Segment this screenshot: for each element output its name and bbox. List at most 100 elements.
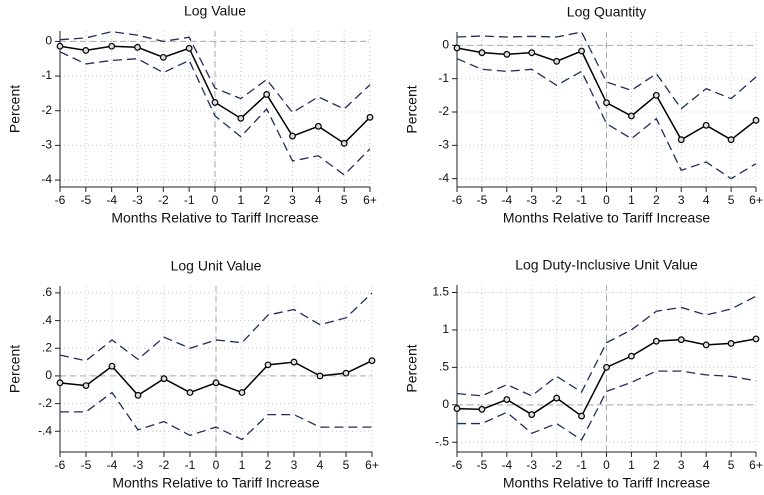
panel: -4 -3 -2 -1 0 -6 -5 -4 -3 -2 -1 0 1 2 3 4 5 6+ Log Quantit… bbox=[404, 4, 763, 226]
confidence-line bbox=[59, 292, 373, 362]
point bbox=[652, 337, 660, 345]
x-tick-label: 2 bbox=[265, 458, 272, 472]
title: Log Duty-Inclusive Unit Value bbox=[515, 257, 698, 273]
y-tick-label: 1 bbox=[442, 322, 449, 336]
axis-label: Months Relative to Tariff Increase bbox=[503, 210, 710, 226]
point bbox=[82, 47, 90, 54]
x-tick-label: 1 bbox=[239, 458, 246, 472]
y-tick-label: -4 bbox=[438, 171, 449, 185]
confidence-line bbox=[456, 58, 757, 180]
y-tick-label: -.4 bbox=[38, 423, 52, 437]
x-tick-label: 4 bbox=[317, 458, 324, 472]
point bbox=[578, 47, 585, 55]
x-tick-label: -2 bbox=[551, 193, 562, 207]
x-tick-label: -5 bbox=[477, 193, 488, 207]
x-tick-label: 0 bbox=[603, 193, 610, 207]
point bbox=[56, 379, 64, 387]
y-tick-label: .6 bbox=[42, 285, 52, 299]
x-tick-label: 2 bbox=[653, 458, 660, 472]
x-tick-label: -2 bbox=[158, 193, 169, 207]
title: Log Quantity bbox=[567, 4, 646, 20]
x-tick-label: 0 bbox=[212, 193, 219, 207]
x-tick-label: -3 bbox=[133, 458, 144, 472]
confidence-line bbox=[456, 295, 757, 397]
x-tick-label: 6+ bbox=[749, 193, 763, 207]
x-tick-label: 5 bbox=[341, 193, 348, 207]
point bbox=[211, 99, 219, 106]
x-tick-label: -1 bbox=[184, 193, 195, 207]
x-tick-label: -6 bbox=[55, 458, 66, 472]
x-tick-label: 1 bbox=[628, 193, 635, 207]
point bbox=[727, 340, 735, 347]
point bbox=[578, 412, 585, 420]
point bbox=[238, 389, 246, 396]
point bbox=[185, 44, 193, 52]
point bbox=[752, 335, 760, 343]
x-tick-label: -4 bbox=[501, 193, 512, 207]
y-tick-label: 1.5 bbox=[432, 285, 449, 299]
point bbox=[342, 369, 350, 377]
point bbox=[702, 341, 710, 349]
point bbox=[290, 358, 298, 366]
point bbox=[553, 394, 561, 402]
x-tick-label: -6 bbox=[452, 193, 463, 207]
x-tick-label: 5 bbox=[343, 458, 350, 472]
axis-label: Months Relative to Tariff Increase bbox=[112, 475, 319, 491]
point bbox=[186, 389, 194, 396]
x-tick-label: 6+ bbox=[365, 458, 379, 472]
axis-label: Percent bbox=[7, 345, 23, 393]
x-tick-label: -3 bbox=[526, 458, 537, 472]
x-tick-label: -3 bbox=[132, 193, 143, 207]
y-tick-label: 0 bbox=[442, 397, 449, 411]
axis-label: Months Relative to Tariff Increase bbox=[111, 210, 318, 226]
point bbox=[366, 113, 374, 121]
point bbox=[528, 411, 536, 418]
x-tick-label: -4 bbox=[107, 458, 118, 472]
x-tick-label: -1 bbox=[185, 458, 196, 472]
point bbox=[503, 50, 511, 58]
point bbox=[628, 112, 635, 120]
y-tick-label: -2 bbox=[41, 103, 52, 117]
title: Log Unit Value bbox=[171, 258, 262, 274]
axis-label: Percent bbox=[404, 85, 420, 133]
point bbox=[134, 43, 141, 51]
axis-label: Percent bbox=[7, 85, 23, 133]
confidence-line bbox=[456, 31, 757, 110]
y-tick-label: -1 bbox=[41, 68, 52, 82]
x-tick-label: 2 bbox=[263, 193, 270, 207]
point bbox=[314, 122, 322, 130]
point bbox=[528, 49, 536, 57]
x-tick-label: 0 bbox=[603, 458, 610, 472]
y-tick-label: .4 bbox=[42, 313, 52, 327]
x-tick-label: 1 bbox=[237, 193, 244, 207]
point bbox=[478, 49, 486, 57]
x-tick-label: -1 bbox=[576, 458, 587, 472]
point bbox=[677, 136, 685, 144]
point bbox=[212, 379, 220, 387]
x-tick-label: 5 bbox=[728, 458, 735, 472]
y-tick-label: -.2 bbox=[38, 396, 52, 410]
x-tick-label: 3 bbox=[289, 193, 296, 207]
title: Log Value bbox=[184, 3, 246, 19]
confidence-line bbox=[457, 370, 757, 441]
point bbox=[316, 372, 324, 380]
point bbox=[108, 362, 116, 370]
point bbox=[478, 405, 486, 413]
x-tick-label: 3 bbox=[678, 193, 685, 207]
y-tick-label: 0 bbox=[45, 368, 52, 382]
x-tick-label: -5 bbox=[477, 458, 488, 472]
confidence-line bbox=[60, 391, 372, 441]
point bbox=[368, 357, 376, 365]
point bbox=[108, 42, 116, 50]
x-tick-label: 0 bbox=[213, 458, 220, 472]
confidence-line bbox=[59, 51, 371, 176]
y-tick-label: 0 bbox=[45, 34, 52, 48]
y-tick-label: .2 bbox=[42, 340, 52, 354]
point bbox=[289, 132, 296, 140]
point bbox=[263, 91, 271, 98]
axis-label: Percent bbox=[404, 344, 420, 392]
point bbox=[56, 42, 64, 50]
point bbox=[340, 139, 348, 147]
point bbox=[652, 91, 660, 99]
